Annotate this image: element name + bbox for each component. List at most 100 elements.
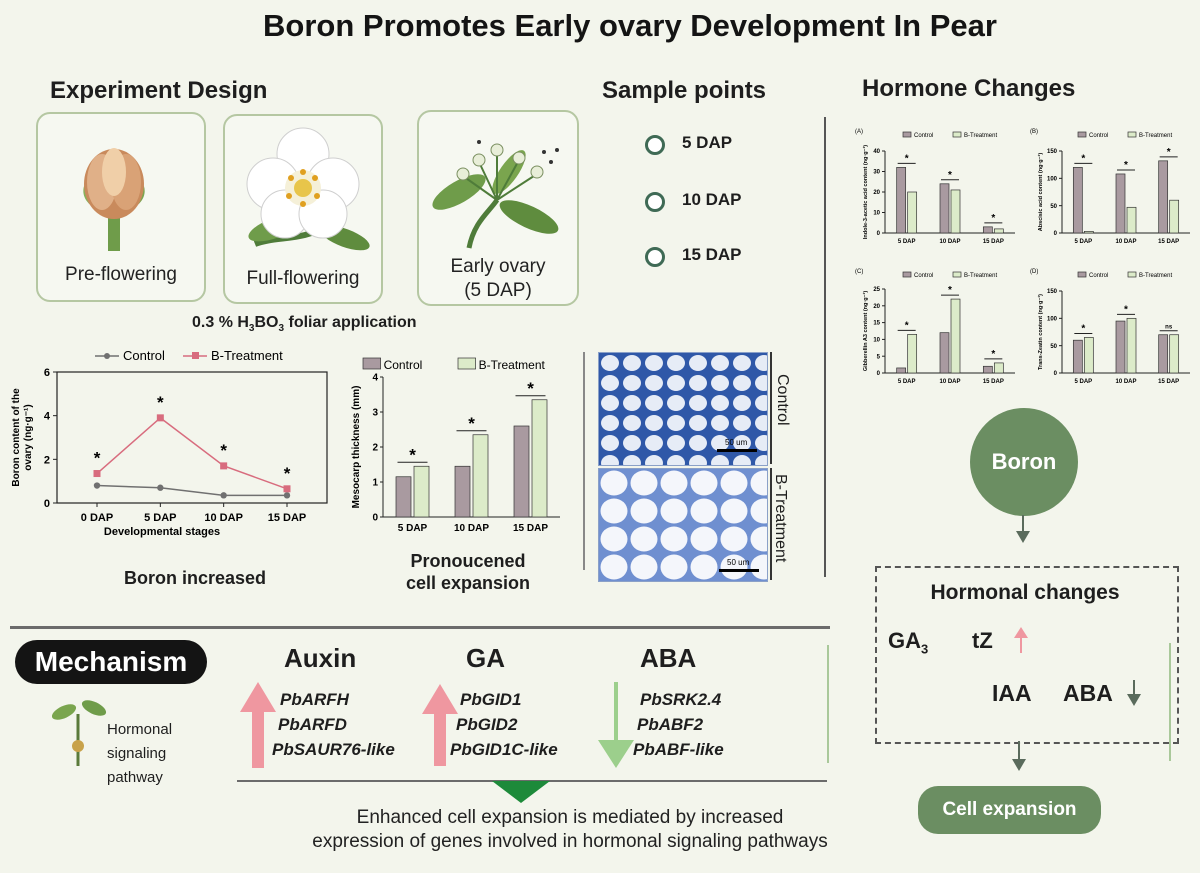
- aba-chart: 0 50 100 150 5 DAP * 10 DAP * 15 DAP * Control B-Tr…: [1030, 129, 1190, 245]
- full-flowering-card: Full-flowering: [223, 114, 383, 304]
- bar: [472, 434, 489, 518]
- x-tick-label: 5 DAP: [144, 512, 176, 524]
- legend-label: B-Treatment: [1139, 133, 1172, 139]
- y-tick-label: 50: [1050, 204, 1057, 210]
- hormonal-changes-title: Hormonal changes: [930, 581, 1120, 604]
- significance-mark: *: [948, 285, 952, 296]
- y-tick-label: 30: [873, 170, 880, 176]
- legend-label: B-Treatment: [211, 348, 283, 363]
- x-tick-label: 0 DAP: [81, 512, 113, 524]
- legend-label: Control: [123, 348, 165, 363]
- significance-mark: *: [1081, 153, 1085, 164]
- x-tick-label: 5 DAP: [398, 523, 428, 534]
- hormonal-changes-box: [875, 566, 1179, 744]
- bar: [907, 191, 918, 234]
- series-line: [96, 484, 287, 497]
- y-tick-label: 0: [44, 498, 50, 510]
- significance-mark: *: [1081, 323, 1085, 334]
- bar: [993, 228, 1004, 234]
- bar: [1083, 231, 1094, 234]
- iaa-chart: 0 10 20 30 40 5 DAP * 10 DAP * 15 DAP * Control B-Tr…: [855, 129, 1015, 245]
- data-point: [93, 470, 101, 478]
- data-point: [156, 414, 164, 422]
- up-arrow-icon: [422, 684, 458, 766]
- control-micrograph: 50 um: [598, 352, 768, 466]
- sample-points-heading: Sample points: [602, 77, 767, 104]
- bar: [982, 365, 993, 374]
- treatment-micrograph: 50 um: [598, 468, 768, 582]
- significance-mark: *: [1167, 147, 1171, 158]
- significance-mark: *: [220, 441, 227, 460]
- y-tick-label: 150: [1047, 149, 1058, 155]
- down-triangle-icon: [492, 781, 550, 803]
- x-tick-label: 15 DAP: [1158, 379, 1179, 385]
- legend-swatch: [457, 357, 476, 370]
- bar: [907, 334, 918, 374]
- y-tick-label: 25: [873, 287, 880, 293]
- x-tick-label: 15 DAP: [983, 239, 1004, 245]
- bar: [1072, 339, 1083, 374]
- y-tick-label: 20: [873, 190, 880, 196]
- cell-expansion-node: Cell expansion: [918, 786, 1101, 834]
- significance-mark: *: [527, 379, 534, 398]
- chart-caption: Boron increased: [123, 568, 267, 588]
- tz-label: tZ: [972, 628, 993, 653]
- svg-text:50 um: 50 um: [725, 438, 748, 447]
- bar: [939, 183, 950, 234]
- bar: [1169, 334, 1180, 374]
- divider-horizontal: [10, 626, 830, 629]
- y-tick-label: 100: [1047, 176, 1058, 182]
- bar: [454, 465, 471, 518]
- svg-text:50 um: 50 um: [727, 558, 750, 567]
- x-tick-label: 10 DAP: [204, 512, 243, 524]
- y-tick-label: 3: [372, 408, 378, 419]
- stage-label: Full-flowering: [246, 268, 360, 289]
- aba-label: ABA: [1063, 680, 1113, 706]
- bar: [896, 167, 907, 234]
- significance-mark: ns: [1165, 325, 1173, 331]
- x-tick-label: 15 DAP: [513, 523, 548, 534]
- bar: [896, 367, 907, 374]
- data-point: [220, 492, 227, 499]
- legend-swatch: [362, 357, 381, 370]
- bracket-line: [770, 352, 772, 464]
- y-tick-label: 0: [877, 371, 881, 377]
- x-tick-label: 10 DAP: [1115, 379, 1136, 385]
- data-point: [157, 484, 164, 491]
- y-axis-label: Abscisic acid content (ng·g⁻¹): [1037, 153, 1044, 232]
- bar: [413, 465, 430, 518]
- legend-swatch: [1077, 131, 1087, 138]
- bar: [993, 362, 1004, 374]
- legend-swatch: [902, 271, 912, 278]
- y-tick-label: 2: [372, 443, 378, 454]
- bar: [1158, 334, 1169, 374]
- data-point: [283, 485, 291, 493]
- bar: [1126, 206, 1137, 234]
- bar: [531, 399, 548, 518]
- seedling-icon: [52, 700, 107, 766]
- aba-heading: ABA: [640, 643, 697, 673]
- legend-marker: [192, 352, 199, 359]
- divider-vertical: [824, 117, 826, 577]
- legend-label: B-Treatment: [964, 273, 997, 279]
- divider-vertical: [583, 352, 585, 570]
- stage-label: Pre-flowering: [65, 264, 177, 285]
- y-axis-label: Gibberellin A3 content (ng·g⁻¹): [862, 291, 869, 371]
- series-line: [96, 416, 288, 490]
- ga-heading: GA: [466, 643, 505, 673]
- y-axis-label: Mesocarp thickness (mm): [351, 386, 362, 509]
- page-title: Boron Promotes Early ovary Development I…: [263, 8, 997, 43]
- bar: [950, 189, 961, 234]
- y-tick-label: 0: [877, 231, 881, 237]
- ga3-label: GA3: [888, 628, 929, 657]
- conclusion-text: Enhanced cell expansion is mediated by i…: [312, 807, 828, 852]
- bracket-line: [770, 468, 772, 580]
- micrograph-label-control: Control: [774, 374, 791, 426]
- stage-sublabel: (5 DAP): [464, 280, 532, 301]
- down-arrow-icon: [1127, 680, 1141, 706]
- legend-label: Control: [914, 273, 933, 279]
- ring-icon: [645, 247, 665, 267]
- significance-mark: *: [948, 170, 952, 181]
- ga3-chart: 0 5 10 15 20 25 5 DAP * 10 DAP * 15 DAP * Control B-T…: [855, 269, 1015, 385]
- bar: [1083, 337, 1094, 374]
